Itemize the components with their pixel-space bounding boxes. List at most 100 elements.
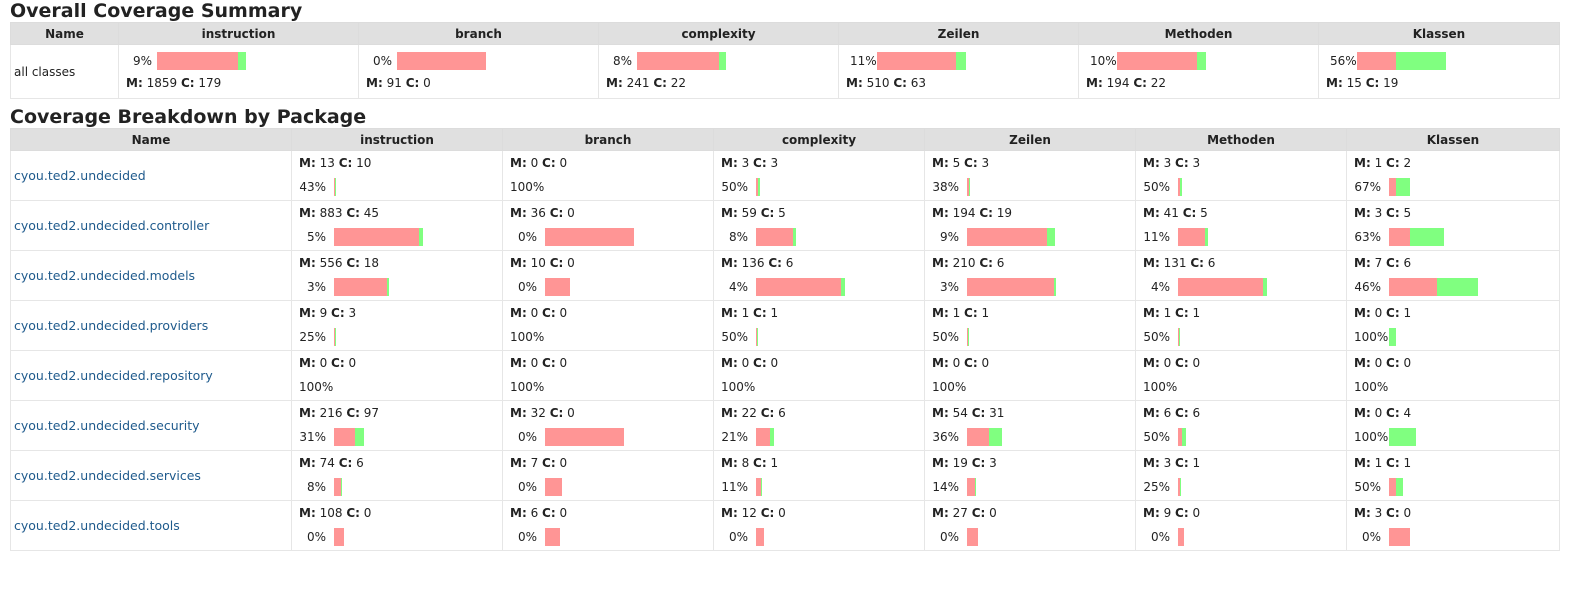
coverage-percent: 0% — [306, 530, 326, 544]
missed-covered-counts: M: 5 C: 3 — [932, 151, 1135, 176]
package-link[interactable]: cyou.ted2.undecided.security — [14, 418, 200, 433]
missed-covered-counts: M: 1 C: 2 — [1354, 151, 1559, 176]
package-link[interactable]: cyou.ted2.undecided — [14, 168, 146, 183]
covered-count: 1 — [1192, 456, 1201, 470]
covered-label: C: — [542, 456, 556, 470]
missed-covered-counts: M: 41 C: 5 — [1143, 201, 1346, 226]
missed-covered-counts: M: 131 C: 6 — [1143, 251, 1346, 276]
covered-label: C: — [542, 306, 556, 320]
package-header-branch: branch — [502, 128, 714, 151]
missed-covered-counts: M: 6 C: 0 — [510, 501, 713, 526]
package-link[interactable]: cyou.ted2.undecided.models — [14, 268, 196, 283]
missed-covered-counts: M: 3 C: 0 — [1354, 501, 1559, 526]
coverage-percent: 9% — [132, 53, 152, 68]
summary-header-zeilen: Zeilen — [838, 22, 1079, 45]
package-link[interactable]: cyou.ted2.undecided.controller — [14, 218, 210, 233]
coverage-bar-line: 9% — [932, 226, 1135, 248]
summary-table: Name instruction branch complexity Zeile… — [10, 22, 1560, 99]
coverage-bar-missed — [1178, 178, 1180, 196]
covered-label: C: — [979, 206, 993, 220]
missed-covered-counts: M: 1859 C: 179 — [126, 72, 358, 94]
coverage-bar-covered — [335, 328, 336, 346]
coverage-percent: 0% — [517, 430, 537, 444]
missed-covered-counts: M: 3 C: 1 — [1143, 451, 1346, 476]
package-name-cell: cyou.ted2.undecided.repository — [10, 350, 292, 401]
covered-count: 1 — [981, 306, 990, 320]
coverage-bar — [1178, 178, 1182, 196]
summary-cell-zeilen: 11% M: 510 C: 63 — [838, 44, 1079, 99]
missed-covered-counts: M: 0 C: 0 — [721, 351, 924, 376]
coverage-bar-covered — [1389, 328, 1396, 346]
package-cell-instruction: M: 216 C: 97 31% — [291, 400, 503, 451]
package-link[interactable]: cyou.ted2.undecided.providers — [14, 318, 209, 333]
package-link[interactable]: cyou.ted2.undecided.services — [14, 468, 201, 483]
summary-header-complexity: complexity — [598, 22, 839, 45]
missed-label: M: — [932, 456, 949, 470]
coverage-bar — [967, 228, 1055, 246]
covered-count: 6 — [785, 256, 794, 270]
coverage-bar-covered — [1180, 478, 1181, 496]
covered-label: C: — [760, 206, 775, 220]
coverage-percent: 0% — [517, 230, 537, 244]
missed-covered-counts: M: 7 C: 0 — [510, 451, 713, 476]
coverage-bar-covered — [387, 278, 389, 296]
package-header-name: Name — [10, 128, 292, 151]
covered-count: 3 — [770, 156, 779, 170]
coverage-bar — [334, 528, 344, 546]
package-name-cell: cyou.ted2.undecided.providers — [10, 300, 292, 351]
coverage-bar — [967, 478, 976, 496]
covered-label: C: — [893, 76, 907, 90]
coverage-percent: 50% — [1143, 180, 1170, 194]
covered-label: C: — [346, 406, 360, 420]
coverage-bar-covered — [419, 228, 423, 246]
coverage-percent: 56% — [1330, 53, 1357, 68]
coverage-bar — [1178, 328, 1180, 346]
coverage-bar — [1178, 228, 1208, 246]
package-name-cell: cyou.ted2.undecided.tools — [10, 500, 292, 551]
coverage-bar-line: 50% — [721, 326, 924, 348]
missed-label: M: — [932, 356, 949, 370]
package-link[interactable]: cyou.ted2.undecided.tools — [14, 518, 180, 533]
coverage-percent: 0% — [1150, 530, 1170, 544]
covered-label: C: — [1175, 506, 1189, 520]
package-link[interactable]: cyou.ted2.undecided.repository — [14, 368, 213, 383]
package-name-cell: cyou.ted2.undecided.models — [10, 250, 292, 301]
missed-covered-counts: M: 36 C: 0 — [510, 201, 713, 226]
missed-count: 10 — [530, 256, 546, 270]
covered-label: C: — [338, 456, 353, 470]
missed-covered-counts: M: 136 C: 6 — [721, 251, 924, 276]
covered-label: C: — [753, 306, 767, 320]
coverage-bar-line: 3% — [932, 276, 1135, 298]
covered-label: C: — [1386, 506, 1400, 520]
covered-label: C: — [549, 256, 564, 270]
coverage-percent: 11% — [721, 480, 748, 494]
coverage-bar-covered — [1182, 428, 1186, 446]
coverage-percent: 50% — [1143, 430, 1170, 444]
coverage-bar-covered — [341, 478, 342, 496]
covered-label: C: — [971, 406, 986, 420]
package-cell-branch: M: 0 C: 0 100% — [502, 350, 714, 401]
missed-label: M: — [1086, 76, 1103, 90]
coverage-bar-covered — [1410, 228, 1444, 246]
missed-label: M: — [299, 456, 316, 470]
coverage-percent: 0% — [939, 530, 959, 544]
missed-label: M: — [1354, 406, 1371, 420]
coverage-percent: 100% — [1354, 430, 1389, 444]
missed-count: 1 — [952, 306, 961, 320]
missed-count: 5 — [952, 156, 961, 170]
coverage-bar — [545, 228, 634, 246]
missed-label: M: — [1143, 306, 1160, 320]
covered-count: 1 — [1403, 456, 1412, 470]
summary-row: all classes 9% M: 1859 C: 179 0% M: 91 C: 0… — [10, 44, 1560, 99]
coverage-percent: 0% — [517, 530, 537, 544]
coverage-bar-missed — [334, 528, 344, 546]
missed-label: M: — [932, 306, 949, 320]
coverage-bar — [545, 528, 560, 546]
coverage-percent: 43% — [299, 180, 326, 194]
package-cell-instruction: M: 9 C: 3 25% — [291, 300, 503, 351]
coverage-bar-line: 25% — [1143, 476, 1346, 498]
covered-count: 5 — [1200, 206, 1208, 220]
covered-count: 0 — [1403, 356, 1412, 370]
coverage-bar-covered — [1179, 328, 1180, 346]
